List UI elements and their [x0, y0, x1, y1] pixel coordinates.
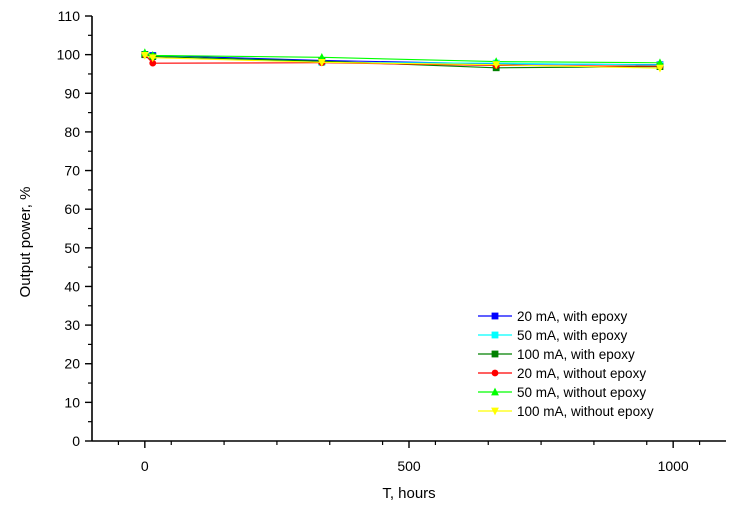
data-point	[317, 58, 326, 67]
legend-item: 20 mA, without epoxy	[478, 366, 646, 381]
legend-marker	[491, 331, 499, 339]
y-tick-label: 0	[72, 433, 80, 449]
legend-label: 50 mA, with epoxy	[517, 328, 628, 343]
series-3	[141, 51, 664, 72]
y-tick-label: 50	[64, 240, 80, 256]
legend-item: 20 mA, with epoxy	[478, 309, 628, 324]
legend: 20 mA, with epoxy 50 mA, with epoxy 100 mA…	[478, 309, 654, 419]
legend-label: 20 mA, with epoxy	[517, 309, 628, 324]
y-tick-label: 90	[64, 85, 80, 101]
data-point	[317, 52, 326, 61]
y-tick-label: 20	[64, 356, 80, 372]
legend-marker	[491, 350, 499, 358]
y-tick-label: 100	[57, 47, 81, 63]
legend-item: 100 mA, without epoxy	[478, 404, 654, 419]
y-tick-label: 110	[58, 8, 81, 24]
data-point	[149, 59, 157, 67]
x-tick-label: 0	[141, 458, 149, 474]
y-tick-label: 10	[64, 394, 80, 410]
y-axis-title: Output power, %	[17, 187, 34, 298]
y-tick-label: 70	[64, 163, 80, 179]
data-point	[656, 64, 664, 73]
data-point	[656, 58, 664, 67]
y-tick-label: 60	[64, 201, 80, 217]
x-tick-label: 500	[397, 458, 421, 474]
legend-label: 50 mA, without epoxy	[517, 385, 646, 400]
legend-marker	[491, 407, 499, 416]
x-tick-label: 1000	[658, 458, 689, 474]
ticks: 0 10 20 30 40 50 60 70 80 90 100 110 0 500 1000	[57, 8, 701, 474]
y-tick-label: 80	[64, 124, 80, 140]
legend-item: 100 mA, with epoxy	[478, 347, 635, 362]
legend-marker	[491, 369, 499, 377]
legend-label: 100 mA, without epoxy	[517, 404, 654, 419]
data-point	[148, 54, 157, 63]
data-point	[492, 61, 501, 70]
data-point	[140, 52, 149, 60]
legend-marker	[491, 312, 499, 320]
y-tick-label: 40	[64, 278, 80, 294]
legend-label: 20 mA, without epoxy	[517, 366, 646, 381]
y-tick-label: 30	[64, 317, 80, 333]
legend-marker	[491, 387, 499, 396]
series-6	[140, 52, 664, 73]
legend-label: 100 mA, with epoxy	[517, 347, 635, 362]
plot-series	[140, 48, 664, 73]
x-axis-title: T, hours	[382, 485, 435, 502]
legend-item: 50 mA, with epoxy	[478, 328, 628, 343]
legend-item: 50 mA, without epoxy	[478, 385, 646, 400]
